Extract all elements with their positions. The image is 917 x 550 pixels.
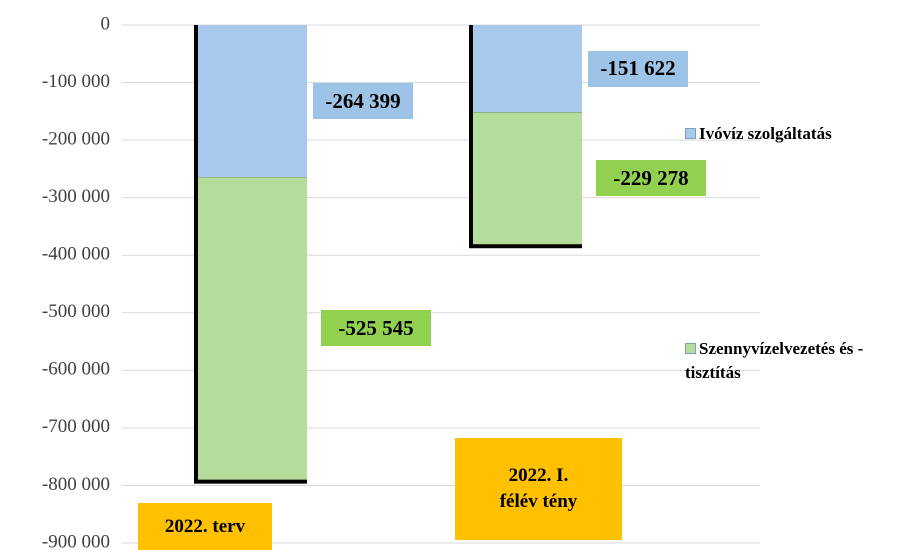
y-tick-label: -300 000 bbox=[42, 186, 110, 207]
y-tick-label: -900 000 bbox=[42, 531, 110, 550]
y-tick-label: -600 000 bbox=[42, 359, 110, 380]
legend-entry: Szennyvízelvezetés és - tisztítás bbox=[685, 337, 885, 385]
data-label: -525 545 bbox=[321, 310, 431, 347]
y-tick-label: -100 000 bbox=[42, 71, 110, 92]
data-label: -151 622 bbox=[588, 50, 688, 87]
legend-swatch bbox=[685, 128, 696, 139]
y-tick-label: -200 000 bbox=[42, 128, 110, 149]
data-label: -264 399 bbox=[313, 83, 413, 120]
legend-entry: Ivóvíz szolgáltatás bbox=[685, 122, 915, 146]
y-tick-label: 0 bbox=[101, 13, 111, 34]
category-label: 2022. terv bbox=[138, 503, 272, 550]
legend-swatch bbox=[685, 343, 696, 354]
data-label: -229 278 bbox=[596, 160, 706, 197]
bar bbox=[473, 112, 582, 245]
bar bbox=[473, 25, 582, 113]
y-tick-label: -500 000 bbox=[42, 301, 110, 322]
legend-text: Ivóvíz szolgáltatás bbox=[699, 124, 832, 143]
y-tick-label: -400 000 bbox=[42, 244, 110, 265]
y-tick-label: -800 000 bbox=[42, 474, 110, 495]
bar bbox=[198, 25, 307, 178]
legend-text: Szennyvízelvezetés és - tisztítás bbox=[685, 339, 864, 382]
bar bbox=[198, 177, 307, 480]
y-tick-label: -700 000 bbox=[42, 416, 110, 437]
category-label: 2022. I. félév tény bbox=[455, 438, 622, 540]
